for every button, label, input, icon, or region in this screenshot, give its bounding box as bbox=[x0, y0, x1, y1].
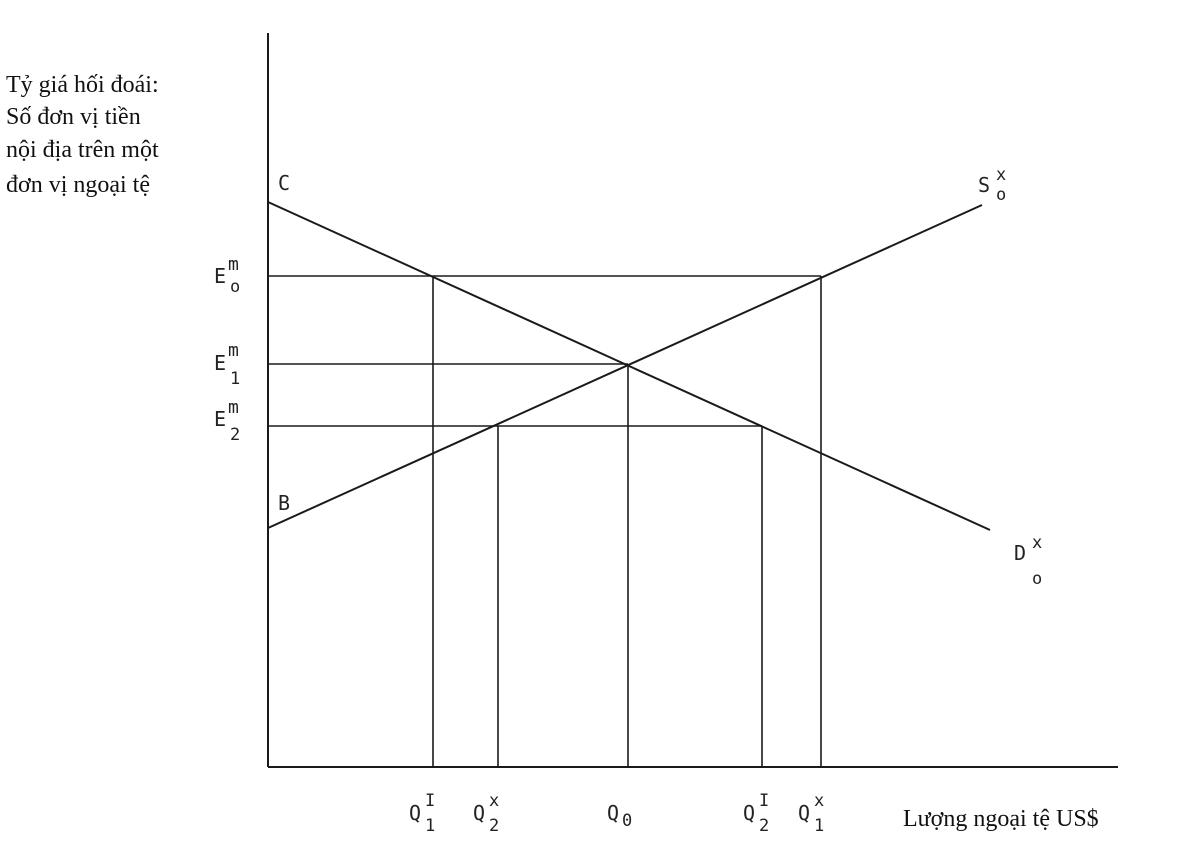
price-label-e2-sub: 2 bbox=[230, 425, 240, 445]
price-label-e2-sup: m bbox=[228, 397, 239, 418]
x-axis-label: Lượng ngoại tệ US$ bbox=[903, 806, 1099, 832]
price-label-e1-sub: 1 bbox=[230, 369, 240, 389]
supply-label-sub: o bbox=[996, 185, 1006, 205]
quantity-label-q2-x-sub: 2 bbox=[489, 816, 499, 836]
quantity-label-q2-i-sup: I bbox=[759, 791, 769, 811]
quantity-label-q2-x: Q x 2 bbox=[473, 791, 499, 836]
quantity-label-q2-i-sub: 2 bbox=[759, 816, 769, 836]
supply-intercept-label: B bbox=[278, 491, 290, 515]
demand-label-base: D bbox=[1014, 541, 1026, 565]
price-label-e0-base: E bbox=[214, 264, 226, 288]
quantity-label-q2-i: Q I 2 bbox=[743, 791, 769, 836]
quantity-label-q1-i-sup: I bbox=[425, 791, 435, 811]
quantity-label-q0: Q 0 bbox=[607, 801, 632, 831]
quantity-label-q1-i: Q I 1 bbox=[409, 791, 435, 836]
supply-label-base: S bbox=[978, 173, 990, 197]
demand-intercept-label: C bbox=[278, 171, 290, 195]
quantity-label-q0-base: Q bbox=[607, 801, 619, 825]
y-axis-label-line-2: Số đơn vị tiền bbox=[6, 104, 141, 130]
price-label-e2: E m 2 bbox=[214, 397, 240, 445]
demand-label-sub: o bbox=[1032, 569, 1042, 589]
price-label-e1-base: E bbox=[214, 351, 226, 375]
quantity-label-q2-x-sup: x bbox=[489, 791, 499, 811]
quantity-label-q1-x-base: Q bbox=[798, 801, 810, 825]
demand-label-sup: x bbox=[1032, 533, 1042, 553]
quantity-label-q1-x-sup: x bbox=[814, 791, 824, 811]
quantity-label-q1-x-sub: 1 bbox=[814, 816, 824, 836]
supply-curve-label: S x o bbox=[978, 165, 1006, 205]
price-label-e1: E m 1 bbox=[214, 340, 240, 389]
quantity-label-q1-i-sub: 1 bbox=[425, 816, 435, 836]
demand-curve-label: D x o bbox=[1014, 533, 1042, 589]
quantity-label-q2-i-base: Q bbox=[743, 801, 755, 825]
y-axis-label-line-4: đơn vị ngoại tệ bbox=[6, 172, 150, 198]
quantity-label-q0-sub: 0 bbox=[622, 811, 632, 831]
y-axis-label-line-3: nội địa trên một bbox=[6, 137, 159, 163]
price-label-e1-sup: m bbox=[228, 340, 239, 361]
price-label-e0-sub: o bbox=[230, 277, 240, 297]
quantity-label-q2-x-base: Q bbox=[473, 801, 485, 825]
y-axis-label-line-1: Tỷ giá hối đoái: bbox=[6, 72, 159, 98]
quantity-label-q1-x: Q x 1 bbox=[798, 791, 824, 836]
price-label-e2-base: E bbox=[214, 407, 226, 431]
supply-label-sup: x bbox=[996, 165, 1006, 185]
quantity-label-q1-i-base: Q bbox=[409, 801, 421, 825]
demand-curve bbox=[267, 201, 991, 531]
supply-curve bbox=[267, 204, 983, 529]
price-label-e0: E m o bbox=[214, 254, 240, 297]
price-label-e0-sup: m bbox=[228, 254, 239, 275]
